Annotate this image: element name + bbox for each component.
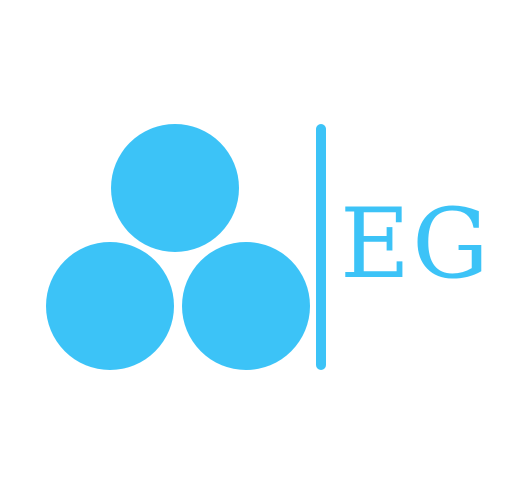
top-circle: [111, 124, 239, 252]
bottom-left-circle: [46, 242, 174, 370]
vertical-divider: [316, 124, 326, 370]
brand-initials: EG: [340, 188, 491, 300]
bottom-right-circle: [182, 242, 310, 370]
